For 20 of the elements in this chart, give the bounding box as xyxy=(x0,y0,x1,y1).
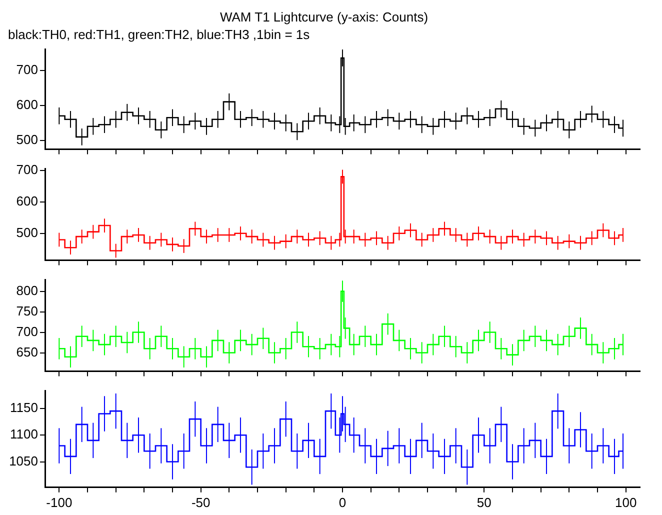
y-tick-label: 650 xyxy=(16,344,38,360)
y-tick-label: 1150 xyxy=(10,400,38,415)
y-tick-label: 500 xyxy=(16,132,38,148)
chart-title: WAM T1 Lightcurve (y-axis: Counts) xyxy=(220,9,428,24)
y-tick-label: 600 xyxy=(16,96,38,112)
y-tick-label: 700 xyxy=(16,162,38,177)
x-tick-label: 100 xyxy=(614,494,637,510)
y-tick-label: 500 xyxy=(16,224,38,240)
x-tick-label: 50 xyxy=(476,494,492,510)
chart-subtitle: black:TH0, red:TH1, green:TH2, blue:TH3 ,1bin = 1s xyxy=(8,26,310,42)
y-tick-label: 600 xyxy=(16,193,38,208)
y-tick-label: 1050 xyxy=(9,453,38,468)
y-tick-label: 1100 xyxy=(10,426,38,442)
y-tick-label: 700 xyxy=(16,62,38,77)
y-tick-label: 700 xyxy=(16,324,38,339)
x-tick-label: -100 xyxy=(46,494,72,510)
x-tick-label: -50 xyxy=(191,494,210,510)
y-tick-label: 750 xyxy=(16,303,38,318)
x-tick-label: 0 xyxy=(338,494,346,510)
y-tick-label: 800 xyxy=(16,282,38,298)
